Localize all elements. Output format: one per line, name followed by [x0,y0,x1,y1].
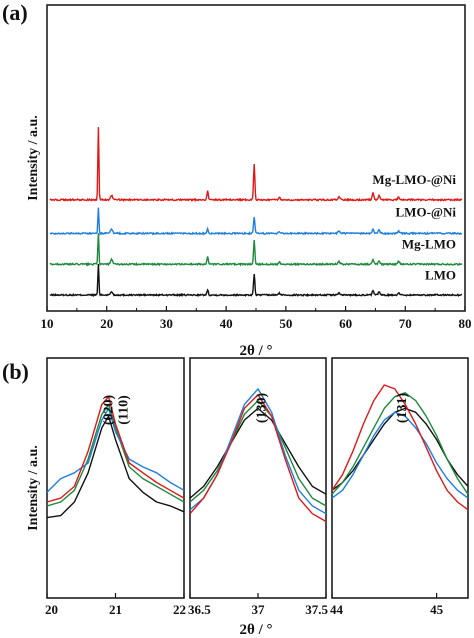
x-tick-label-30: 30 [160,316,173,331]
series-line-lmo [49,263,463,298]
subplot-1-line-lmo-ni [46,407,185,493]
panel-a-series-labels: LMO Mg-LMO LMO-@Ni Mg-LMO-@Ni [372,172,456,282]
subplot-1: 20 21 22 (020) (110) [45,357,186,617]
x-tick-label-21: 21 [109,602,122,617]
series-label-lmo-ni: LMO-@Ni [396,205,457,220]
panel-a-label: (a) [2,0,28,25]
panel-b-plot: 20 21 22 (020) (110) 36.5 37 37.5 (130) 44 45 (131) [45,357,469,617]
series-line-lmo-ni [49,207,462,237]
x-tick-label-40: 40 [220,316,233,331]
panel-b-label: (b) [2,359,29,384]
series-label-mg-lmo: Mg-LMO [402,237,456,252]
hkl-label-110: (110) [116,395,131,425]
subplot-2-line-mg-lmo-ni [189,394,327,523]
hkl-label-131: (131) [395,393,410,424]
panel-b-xlabel: 2θ / ° [240,622,273,638]
panel-a-plot: 10 20 30 40 50 60 70 80 LMO Mg-LMO LMO-@Ni Mg-LMO-… [26,4,472,359]
series-label-lmo: LMO [425,267,456,282]
x-tick-label-20: 20 [100,316,113,331]
x-tick-label-70: 70 [399,316,412,331]
x-tick-label-37.5: 37.5 [305,602,328,617]
subplot-1-line-mg-lmo [46,403,185,507]
x-tick-label-22: 22 [173,602,186,617]
hkl-label-130: (130) [255,393,270,424]
x-tick-label-20: 20 [45,602,58,617]
x-tick-label-10: 10 [41,316,54,331]
series-line-mg-lmo-ni [49,127,463,203]
subplot-frame [331,357,469,599]
series-label-mg-lmo-ni: Mg-LMO-@Ni [372,172,456,187]
x-tick-label-80: 80 [459,316,472,331]
subplot-3-line-lmo-ni [331,411,469,499]
x-tick-label-60: 60 [339,316,352,331]
subplot-2-line-lmo [189,407,327,499]
panel-a-series-group [49,127,463,298]
subplot-3-line-mg-lmo-ni [331,384,469,511]
panel-a-xlabel: 2θ / ° [240,343,273,359]
subplot-2-line-mg-lmo [189,399,327,507]
x-tick-label-36.5: 36.5 [188,602,211,617]
subplot-1-line-lmo [46,415,185,519]
panel-b-ylabel: Intensity / a.u. [26,445,41,531]
x-tick-label-50: 50 [279,316,292,331]
x-tick-label-44: 44 [330,602,344,617]
x-tick-label-45: 45 [430,602,444,617]
subplot-1-line-mg-lmo-ni [46,396,185,503]
panel-a-x-ticks: 10 20 30 40 50 60 70 80 [41,306,472,331]
hkl-label-020: (020) [101,395,116,426]
subplot-2: 36.5 37 37.5 (130) [188,357,329,617]
subplot-3-line-mg-lmo [331,392,469,495]
panel-a-ylabel: Intensity / a.u. [26,115,41,201]
subplot-3: 44 45 (131) [330,357,469,617]
x-tick-label-37: 37 [252,602,266,617]
series-line-mg-lmo [49,233,463,267]
